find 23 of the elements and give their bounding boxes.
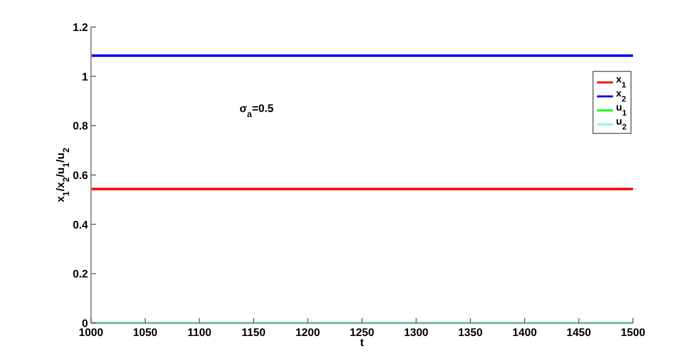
y-tick-label: 0.8 (72, 120, 88, 133)
legend-label: x$_{1}$ (616, 74, 627, 89)
legend-label: x$_{2}$ (616, 88, 627, 103)
x-tick-label: 1100 (187, 327, 212, 339)
x-tick-label: 1400 (512, 327, 537, 339)
y-tick-label: 0.6 (72, 170, 88, 182)
x-tick-label: 1450 (566, 327, 592, 339)
x-tick-label: 1050 (132, 327, 158, 339)
legend-label: u$_{1}$ (616, 102, 628, 117)
x-tick-label: 1500 (620, 327, 646, 339)
x-tick-label: 1150 (242, 327, 266, 339)
y-tick-label: 1 (82, 71, 88, 84)
x-tick-label: 1350 (458, 327, 483, 339)
x-tick-label: 1250 (350, 327, 374, 339)
x-axis-title: t (360, 337, 364, 349)
x-tick-label: 1200 (296, 327, 320, 339)
y-tick-label: 0.2 (72, 268, 88, 281)
x-tick-label: 1000 (78, 327, 104, 339)
y-tick-label: 0.4 (72, 219, 89, 232)
y-tick-label: 1.2 (72, 22, 88, 34)
annotation: σ$_{a}$=0.5 (240, 103, 274, 120)
x-tick-label: 1300 (404, 327, 428, 339)
legend-label: u$_{2}$ (616, 116, 628, 131)
